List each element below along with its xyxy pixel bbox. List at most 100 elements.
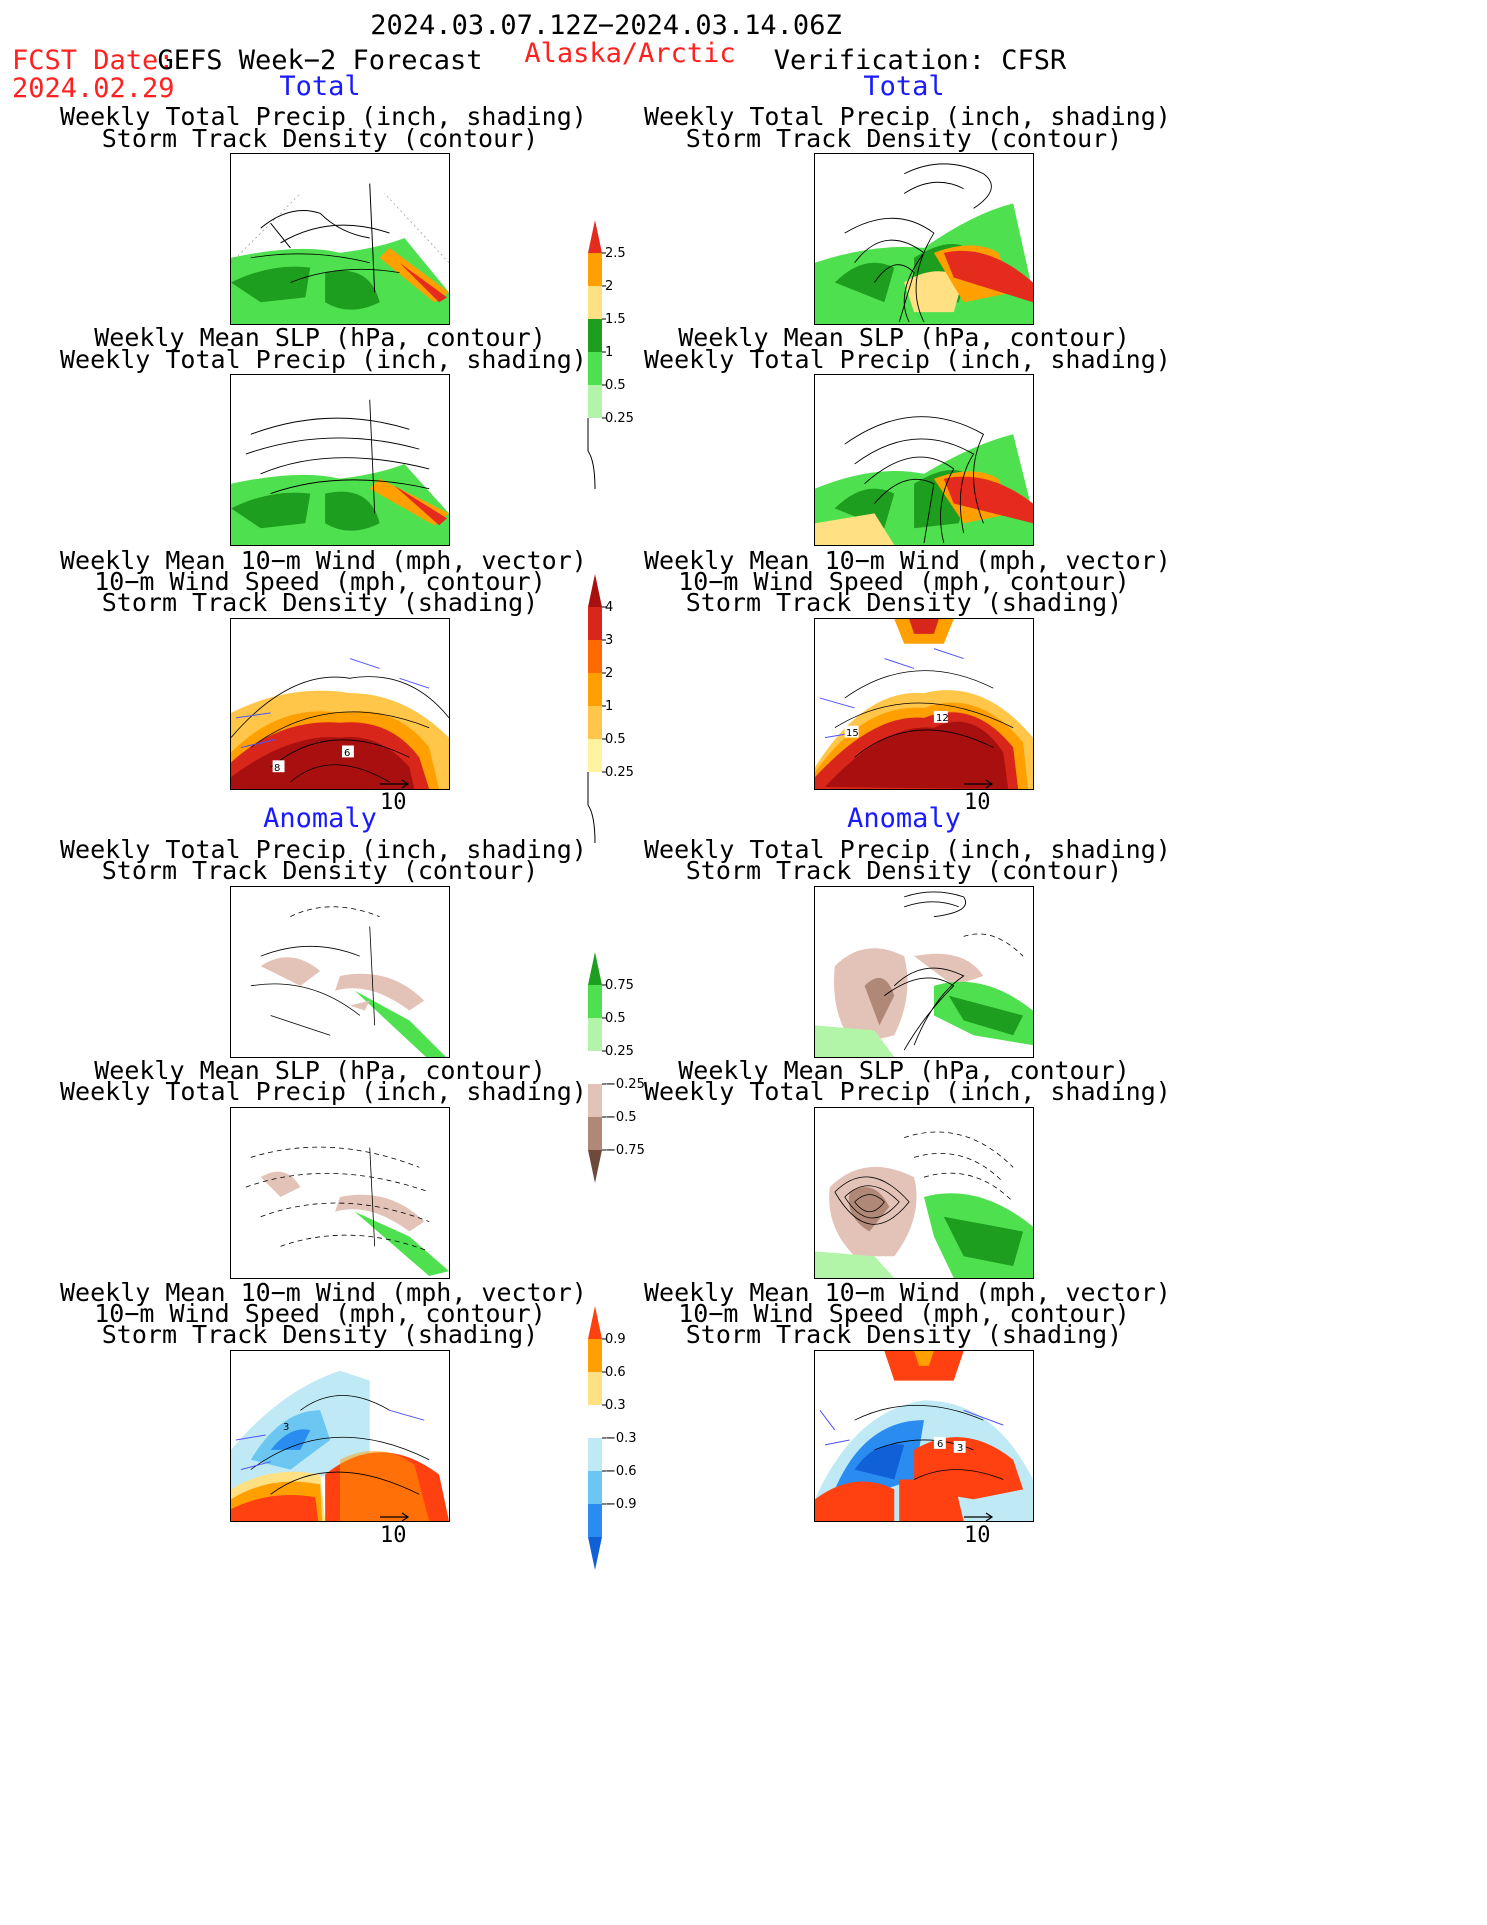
colorbar-segment	[588, 1372, 602, 1405]
colorbar-tick-label: 0.25	[605, 411, 634, 426]
panel-title: 10−m Wind Speed (mph, contour)	[94, 1299, 546, 1328]
map-fcst-anom-slp-precip	[230, 1107, 450, 1279]
panel-title: Weekly Total Precip (inch, shading)	[644, 102, 1171, 131]
panel-title: Weekly Mean SLP (hPa, contour)	[678, 323, 1130, 352]
colorbar-tick-label: −0.3	[605, 1431, 637, 1446]
colorbar-bottom-triangle	[588, 1537, 602, 1570]
right-column-title: Verification: CFSR	[773, 45, 1067, 76]
colorbar-top-triangle	[588, 574, 602, 607]
panel-title: Storm Track Density (shading)	[101, 588, 539, 617]
map-fcst-total-wind-storm: 8 6	[230, 618, 450, 790]
colorbar-tick-label: 0.9	[605, 1332, 626, 1347]
map-verif-anom-precip-storm	[814, 886, 1034, 1058]
vector-reference: 10	[378, 1509, 418, 1548]
colorbar-segment	[588, 319, 602, 352]
colorbar-tick-label: 0.5	[605, 1011, 626, 1026]
panel-title: Storm Track Density (contour)	[101, 124, 539, 153]
panel-title: 10−m Wind Speed (mph, contour)	[678, 567, 1130, 596]
panel-title: Weekly Mean 10−m Wind (mph, vector)	[60, 1278, 587, 1307]
colorbar-segment	[588, 286, 602, 319]
colorbar-segment	[588, 985, 602, 1018]
colorbar-tail	[587, 418, 596, 490]
colorbar-segment	[588, 253, 602, 286]
colorbar-tick-label: −0.5	[605, 1110, 637, 1125]
colorbar-tick-label: 3	[605, 633, 613, 648]
colorbar-segment	[588, 1471, 602, 1504]
colorbar-segment	[588, 1504, 602, 1537]
map-fcst-anom-wind-storm: 3	[230, 1350, 450, 1522]
contour-label: 6	[937, 1439, 944, 1450]
forecast-period: 2024.03.07.12Z−2024.03.14.06Z	[370, 10, 842, 41]
colorbar-segment	[588, 418, 602, 451]
colorbar-tick-label: 1	[605, 699, 613, 714]
colorbar-segment	[588, 739, 602, 772]
map-fcst-anom-precip-storm	[230, 886, 450, 1058]
colorbar-segment	[588, 352, 602, 385]
colorbar-bottom-triangle	[588, 1150, 602, 1183]
colorbar-tick-label: 2	[605, 666, 613, 681]
colorbar-top-triangle	[588, 220, 602, 253]
vector-reference-label: 10	[380, 1523, 407, 1548]
vector-reference-label: 10	[964, 790, 991, 815]
panel-title: Storm Track Density (shading)	[685, 1320, 1123, 1349]
colorbar-tick-label: 0.5	[605, 732, 626, 747]
colorbar-segment	[588, 607, 602, 640]
map-verif-anom-wind-storm: 6 3	[814, 1350, 1034, 1522]
colorbar-segment	[588, 1084, 602, 1117]
panel-title: Weekly Total Precip (inch, shading)	[644, 345, 1171, 374]
colorbar-tail	[587, 772, 596, 844]
panel-title: Weekly Mean SLP (hPa, contour)	[94, 1056, 546, 1085]
panel-title: Weekly Mean 10−m Wind (mph, vector)	[60, 546, 587, 575]
contour-label: 3	[283, 1422, 290, 1433]
panel-title: Weekly Mean 10−m Wind (mph, vector)	[644, 546, 1171, 575]
vector-reference: 10	[378, 776, 418, 815]
panel-title: Storm Track Density (shading)	[101, 1320, 539, 1349]
colorbar-wind-anomaly: 0.9 0.6 0.3 −0.3 −0.6 −0.9	[588, 1306, 648, 1570]
left-anomaly-label: Anomaly	[263, 803, 377, 834]
colorbar-tick-label: 0.3	[605, 1398, 626, 1413]
vector-reference: 10	[962, 776, 1002, 815]
panel-title: Storm Track Density (shading)	[685, 588, 1123, 617]
region-title: Alaska/Arctic	[524, 38, 736, 69]
panel-title: Weekly Total Precip (inch, shading)	[644, 1077, 1171, 1106]
contour-label: 15	[846, 728, 859, 739]
colorbar-precip-total: 2.5 2 1.5 1 0.5 0.25	[587, 220, 648, 491]
fcst-date-label: FCST Date:	[12, 45, 175, 76]
colorbar-tick-label: −0.25	[605, 1077, 645, 1092]
colorbar-segment	[588, 673, 602, 706]
panel-title: 10−m Wind Speed (mph, contour)	[678, 1299, 1130, 1328]
vector-reference-label: 10	[380, 790, 407, 815]
colorbar-tick-label: 0.6	[605, 1365, 626, 1380]
left-column-title: GEFS Week−2 Forecast	[157, 45, 483, 76]
colorbar-tick-label: −0.6	[605, 1464, 637, 1479]
map-verif-total-slp-precip	[814, 374, 1034, 546]
colorbar-tick-label: 2	[605, 279, 613, 294]
colorbar-segment	[588, 1339, 602, 1372]
map-verif-total-precip-storm	[814, 153, 1034, 325]
colorbar-segment	[588, 1438, 602, 1471]
panel-title: Weekly Mean 10−m Wind (mph, vector)	[644, 1278, 1171, 1307]
panel-title: Weekly Total Precip (inch, shading)	[60, 835, 587, 864]
map-fcst-total-precip-storm	[230, 153, 450, 325]
panel-title: Weekly Mean SLP (hPa, contour)	[94, 323, 546, 352]
colorbar-precip-anomaly: 0.75 0.5 0.25 −0.25 −0.5 −0.75	[588, 952, 648, 1183]
panel-title: Weekly Total Precip (inch, shading)	[644, 835, 1171, 864]
vector-reference-label: 10	[964, 1523, 991, 1548]
colorbar-segment	[588, 1018, 602, 1051]
panel-title: Weekly Total Precip (inch, shading)	[60, 102, 587, 131]
panel-title: 10−m Wind Speed (mph, contour)	[94, 567, 546, 596]
colorbar-segment	[588, 706, 602, 739]
colorbar-tick-label: 0.25	[605, 1044, 634, 1059]
colorbar-segment	[588, 772, 602, 805]
colorbar-top-triangle	[588, 1306, 602, 1339]
colorbar-tick-label: 2.5	[605, 246, 626, 261]
contour-label: 3	[957, 1443, 964, 1454]
colorbar-tick-label: −0.9	[605, 1497, 637, 1512]
colorbar-top-triangle	[588, 952, 602, 985]
colorbar-tick-label: 0.5	[605, 378, 626, 393]
colorbar-segment	[588, 640, 602, 673]
colorbar-tick-label: −0.75	[605, 1143, 645, 1158]
right-anomaly-label: Anomaly	[847, 803, 961, 834]
contour-label: 6	[344, 748, 351, 759]
colorbar-tick-label: 1	[605, 345, 613, 360]
